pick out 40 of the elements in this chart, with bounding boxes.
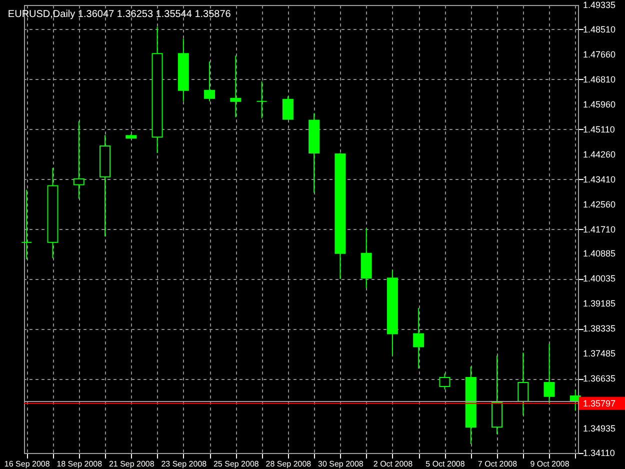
y-tick-label: 1.43410 [583, 174, 616, 184]
candlestick [21, 189, 32, 260]
x-tick-label: 25 Sep 2008 [213, 460, 260, 468]
candlestick [204, 61, 216, 102]
y-tick-label: 1.47660 [583, 49, 616, 60]
y-tick-label: 1.34110 [583, 448, 615, 458]
candlestick [282, 96, 294, 120]
x-tick-label: 18 Sep 2008 [56, 460, 103, 468]
y-tick-label: 1.40035 [583, 274, 616, 284]
x-tick-label: 21 Sep 2008 [108, 460, 155, 468]
candlestick [73, 120, 84, 200]
x-tick-label: 28 Sep 2008 [266, 460, 312, 468]
candlestick [439, 373, 450, 390]
candlestick [256, 80, 268, 119]
y-tick-label: 1.36635 [583, 374, 616, 384]
candlestick [230, 55, 242, 118]
y-tick-label: 1.41710 [583, 224, 616, 234]
x-tick-label: 30 Sep 2008 [318, 460, 364, 468]
y-tick-label: 1.34935 [583, 424, 616, 434]
y-tick-label: 1.37485 [583, 348, 616, 359]
x-tick-label: 7 Oct 2008 [478, 460, 518, 468]
ref-line-label: 1.35797 [583, 398, 616, 408]
candlestick [544, 343, 555, 405]
x-tick-label: 23 Sep 2008 [161, 460, 208, 468]
y-tick-label: 1.49335 [583, 0, 616, 10]
x-tick-label: 16 Sep 2008 [4, 460, 50, 468]
candlestick [413, 307, 424, 370]
y-tick-label: 1.45960 [583, 99, 616, 110]
y-tick-label: 1.45110 [583, 124, 615, 134]
x-tick-label: 2 Oct 2008 [373, 460, 414, 468]
y-tick-label: 1.38335 [583, 324, 616, 334]
candlestick [518, 352, 529, 416]
x-tick-label: 5 Oct 2008 [426, 460, 466, 468]
y-tick-label: 1.42560 [583, 199, 616, 210]
y-tick-label: 1.39185 [583, 298, 616, 309]
y-tick-label: 1.46810 [583, 74, 616, 84]
y-tick-label: 1.48510 [583, 24, 616, 34]
y-tick-label: 1.44260 [583, 149, 616, 160]
y-tick-label: 1.40885 [583, 248, 616, 259]
x-tick-label: 9 Oct 2008 [530, 460, 570, 468]
